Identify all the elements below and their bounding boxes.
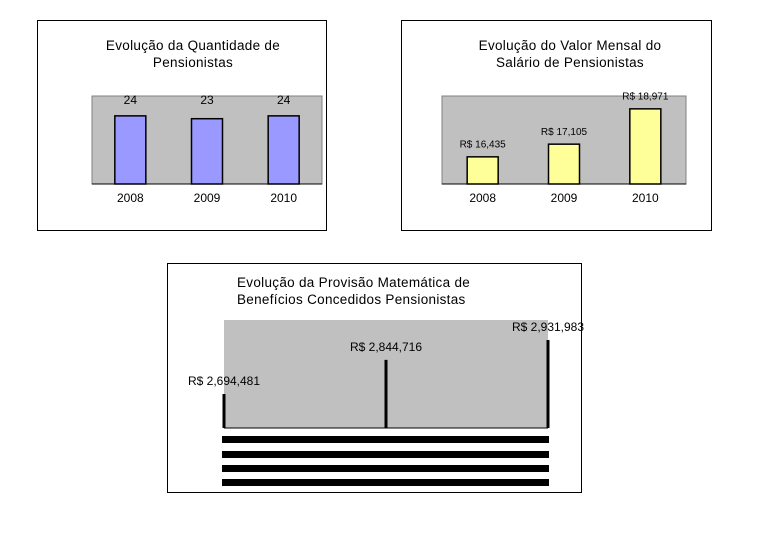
obscured-labels — [222, 479, 549, 486]
obscured-labels — [222, 465, 549, 472]
chart-title: Evolução da Provisão Matemática de Benef… — [237, 275, 471, 307]
obscured-labels — [222, 451, 549, 458]
x-tick-label: 2008 — [117, 191, 144, 205]
bar — [546, 340, 550, 428]
x-tick-label: 2010 — [270, 191, 297, 205]
bar — [114, 115, 147, 185]
bar — [547, 143, 581, 185]
value-label: 24 — [124, 93, 138, 107]
value-label: 24 — [277, 93, 291, 107]
x-tick-label: 2009 — [551, 191, 578, 205]
value-label: 23 — [200, 93, 214, 107]
bar — [629, 108, 662, 185]
value-label: R$ 2,844,716 — [350, 340, 422, 354]
value-label: R$ 16,435 — [460, 139, 507, 150]
value-label: R$ 2,694,481 — [188, 374, 260, 388]
bar — [267, 115, 300, 185]
axis-cover — [222, 436, 549, 486]
value-label: R$ 2,931,983 — [512, 320, 584, 334]
x-tick-label: 2008 — [469, 191, 496, 205]
bar — [466, 156, 499, 185]
value-label: R$ 17,105 — [541, 127, 588, 138]
chart-title: Evolução da Quantidade de Pensionistas — [105, 38, 281, 70]
bar — [222, 394, 226, 428]
bar — [384, 359, 388, 428]
x-tick-label: 2009 — [194, 191, 221, 205]
obscured-labels — [222, 436, 549, 443]
chart-title: Evolução do Valor Mensal do Salário de P… — [478, 38, 662, 70]
x-tick-label: 2010 — [632, 191, 659, 205]
value-label: R$ 18,971 — [622, 91, 669, 102]
bar — [190, 117, 224, 185]
